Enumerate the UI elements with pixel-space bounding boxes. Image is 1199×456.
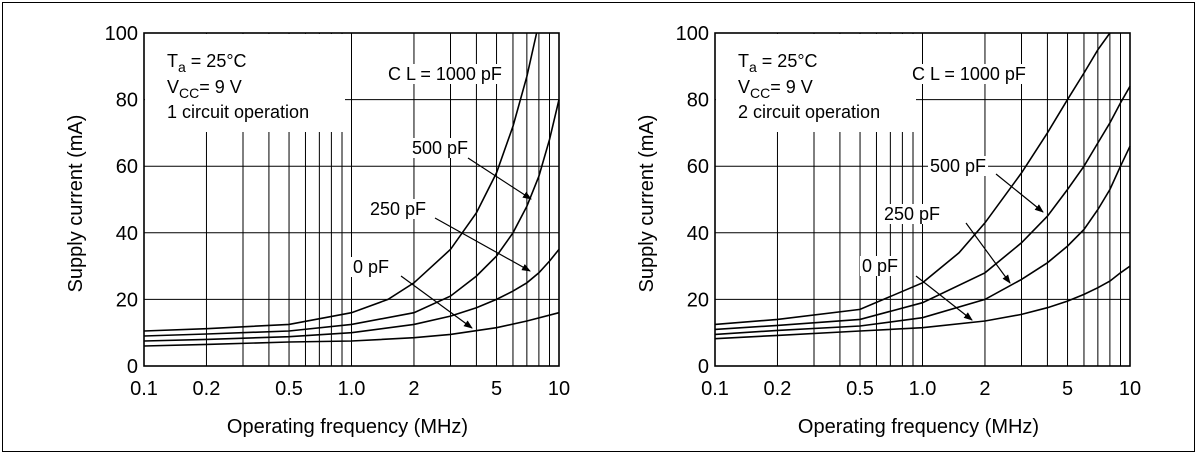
x-tick-label: 0.5 xyxy=(846,378,874,400)
y-tick-label: 60 xyxy=(687,156,709,178)
series-label-bg xyxy=(928,156,989,176)
x-tick-label: 0.1 xyxy=(130,378,158,400)
vcc-sub: CC xyxy=(179,85,199,101)
condition-voltage: VCC= 9 V xyxy=(738,77,813,101)
series-label-bg xyxy=(882,204,943,224)
plot-frame xyxy=(143,32,560,367)
vcc-symbol: V xyxy=(167,77,179,97)
x-tick-label: 5 xyxy=(1062,378,1073,400)
ta-symbol: T xyxy=(738,51,749,71)
x-tick-label: 10 xyxy=(1119,378,1141,400)
ta-sub: a xyxy=(178,59,186,75)
series-line-4 xyxy=(714,265,1131,340)
series-label-3: 250 pF xyxy=(370,199,426,219)
series-line-2 xyxy=(714,85,1131,331)
series-label-bg xyxy=(860,256,901,276)
series-line-3 xyxy=(714,145,1131,336)
condition-mode: 1 circuit operation xyxy=(167,102,309,122)
y-axis-label: Supply current (mA) xyxy=(65,115,87,293)
y-tick-label: 100 xyxy=(676,23,709,45)
series-line-3 xyxy=(143,248,560,342)
condition-mode: 2 circuit operation xyxy=(738,102,880,122)
plot-frame xyxy=(714,32,1131,367)
series-arrow-4 xyxy=(915,275,973,321)
grid xyxy=(144,33,559,366)
y-tick-label: 40 xyxy=(116,223,138,245)
series-label-1: C L = 1000 pF xyxy=(388,64,502,84)
condition-voltage: VCC= 9 V xyxy=(167,77,242,101)
y-tick-label: 0 xyxy=(698,356,709,378)
series-label-2: 500 pF xyxy=(412,138,468,158)
x-tick-label: 0.1 xyxy=(701,378,729,400)
y-tick-label: 60 xyxy=(116,156,138,178)
condition-temperature: Ta = 25°C xyxy=(167,51,247,75)
ta-sub: a xyxy=(749,59,757,75)
series-arrow-2 xyxy=(467,157,532,200)
y-tick-label: 80 xyxy=(687,90,709,112)
x-tick-label: 0.5 xyxy=(275,378,303,400)
x-tick-label: 0.2 xyxy=(193,378,221,400)
conditions-box xyxy=(716,34,916,132)
series-label-bg xyxy=(410,138,471,158)
x-tick-label: 5 xyxy=(491,378,502,400)
series-label-4: 0 pF xyxy=(353,257,389,277)
series-line-2 xyxy=(143,99,560,337)
series-arrow-3 xyxy=(965,222,1011,284)
x-axis-label: Operating frequency (MHz) xyxy=(798,416,1039,438)
vcc-value: = 9 V xyxy=(770,77,813,97)
x-tick-label: 0.2 xyxy=(764,378,792,400)
y-tick-label: 100 xyxy=(105,23,138,45)
series-arrow-2 xyxy=(995,173,1044,213)
series-label-bg xyxy=(351,257,392,277)
series-label-4: 0 pF xyxy=(862,256,898,276)
x-tick-label: 1.0 xyxy=(338,378,366,400)
x-tick-label: 10 xyxy=(548,378,570,400)
y-tick-label: 20 xyxy=(687,289,709,311)
y-tick-label: 0 xyxy=(127,356,138,378)
series-arrow-4 xyxy=(400,275,473,329)
x-tick-label: 2 xyxy=(979,378,990,400)
vcc-symbol: V xyxy=(738,77,750,97)
series-line-1 xyxy=(714,32,1111,326)
series-label-bg xyxy=(910,64,1028,84)
series-line-4 xyxy=(143,311,560,347)
series-label-1: C L = 1000 pF xyxy=(912,64,1026,84)
series-line-1 xyxy=(143,32,538,332)
y-tick-label: 80 xyxy=(116,90,138,112)
ta-value: = 25°C xyxy=(757,51,818,71)
x-tick-label: 2 xyxy=(408,378,419,400)
condition-temperature: Ta = 25°C xyxy=(738,51,818,75)
series-label-2: 500 pF xyxy=(930,156,986,176)
x-tick-label: 1.0 xyxy=(909,378,937,400)
vcc-sub: CC xyxy=(750,85,770,101)
series-label-bg xyxy=(368,199,429,219)
y-tick-label: 40 xyxy=(687,223,709,245)
series-label-bg xyxy=(386,64,504,84)
series-label-3: 250 pF xyxy=(884,204,940,224)
vcc-value: = 9 V xyxy=(199,77,242,97)
y-tick-label: 20 xyxy=(116,289,138,311)
x-axis-label: Operating frequency (MHz) xyxy=(227,416,468,438)
ta-value: = 25°C xyxy=(186,51,247,71)
y-axis-label: Supply current (mA) xyxy=(636,115,658,293)
series-arrow-3 xyxy=(434,217,531,272)
ta-symbol: T xyxy=(167,51,178,71)
grid xyxy=(715,33,1130,366)
conditions-box xyxy=(145,34,345,132)
